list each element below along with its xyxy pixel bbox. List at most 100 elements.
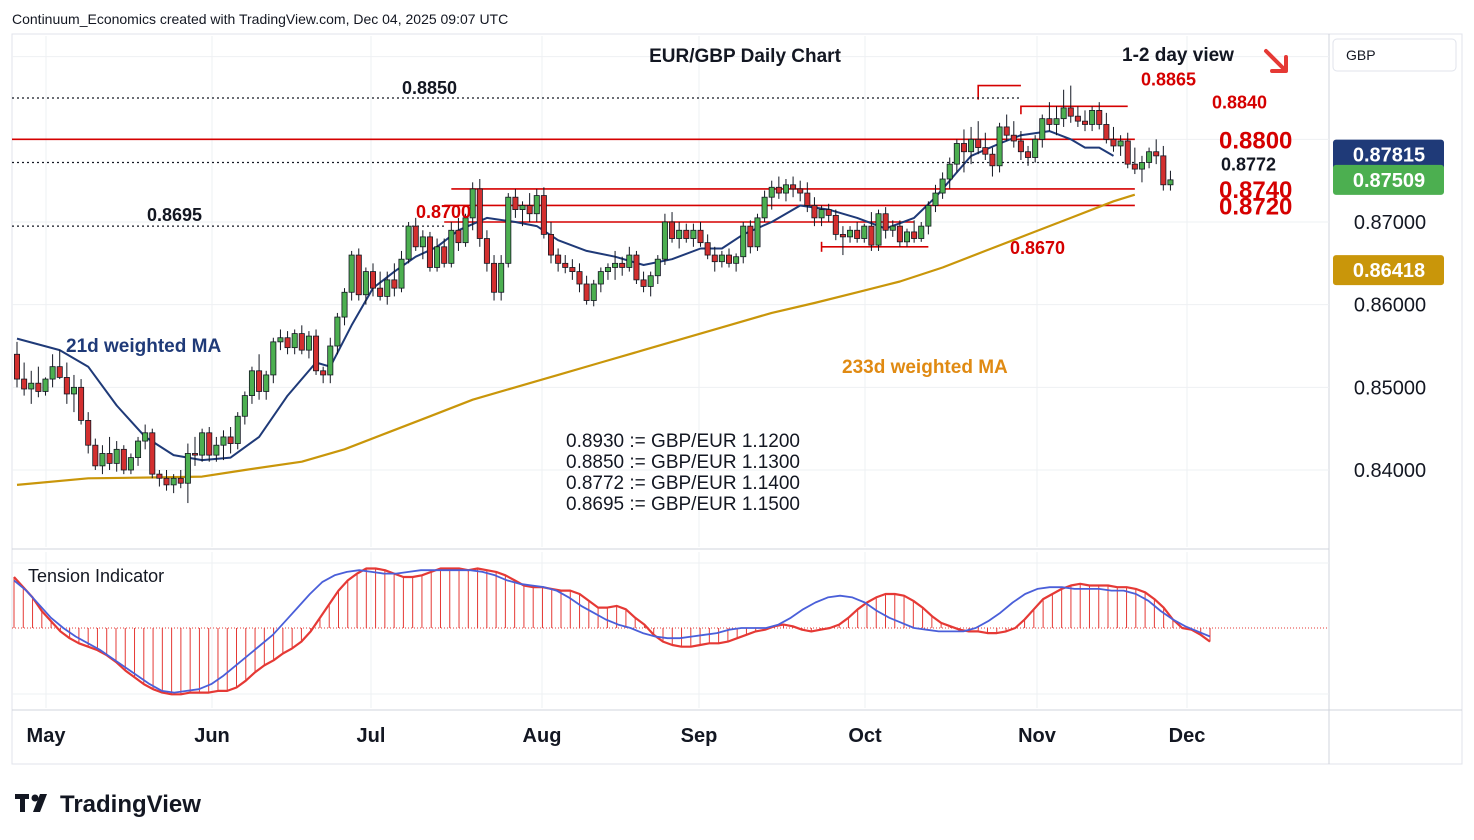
candle-body bbox=[120, 448, 127, 471]
candle-body bbox=[1017, 140, 1024, 153]
down-arrow-icon bbox=[1264, 49, 1288, 73]
candle-body bbox=[847, 229, 854, 238]
level-label: 0.8772 bbox=[1221, 154, 1276, 174]
candle-body bbox=[92, 444, 99, 467]
candle-body bbox=[412, 225, 419, 248]
candle-body bbox=[768, 186, 775, 198]
candle-body bbox=[704, 242, 711, 256]
candle-body bbox=[697, 229, 704, 244]
x-tick-label: May bbox=[27, 725, 67, 747]
x-tick-label: Sep bbox=[681, 725, 718, 747]
candle-body bbox=[818, 209, 825, 219]
price-badge-label: 0.87509 bbox=[1353, 170, 1425, 192]
price-badge-label: 0.86418 bbox=[1353, 260, 1425, 282]
level-label: 0.8865 bbox=[1141, 70, 1196, 90]
x-tick-label: Dec bbox=[1169, 725, 1206, 747]
candle-body bbox=[355, 254, 362, 296]
tradingview-logo[interactable]: TradingView bbox=[15, 791, 201, 818]
level-label: 0.8740 bbox=[1219, 177, 1292, 204]
candle-body bbox=[718, 254, 725, 263]
candle-body bbox=[313, 335, 320, 372]
x-tick-label: Nov bbox=[1018, 725, 1057, 747]
annotation-line: 0.8930 := GBP/EUR 1.1200 bbox=[566, 431, 800, 452]
candle-body bbox=[13, 353, 20, 380]
candle-body bbox=[1074, 115, 1081, 122]
x-tick-label: Aug bbox=[523, 725, 562, 747]
candle-body bbox=[911, 231, 918, 239]
view-label: 1-2 day view bbox=[1122, 45, 1234, 66]
candle-body bbox=[597, 271, 604, 285]
ma21-label: 21d weighted MA bbox=[66, 336, 221, 357]
x-tick-label: Jun bbox=[194, 725, 230, 747]
candle-body bbox=[640, 279, 647, 287]
level-label: 0.8720 bbox=[1219, 193, 1292, 220]
candle-body bbox=[1167, 179, 1174, 186]
tradingview-logo-text: TradingView bbox=[60, 791, 201, 818]
candle-body bbox=[619, 262, 626, 268]
candle-body bbox=[28, 382, 35, 390]
candle-body bbox=[256, 370, 263, 392]
resistance-bracket bbox=[977, 84, 1021, 100]
candle-body bbox=[555, 254, 562, 264]
candle-body bbox=[1117, 140, 1124, 147]
labels-layer: 0.88650.88500.88400.88000.87720.87400.87… bbox=[147, 70, 1292, 258]
level-label: 0.8695 bbox=[147, 205, 202, 225]
candle-body bbox=[42, 378, 49, 392]
candle-body bbox=[234, 415, 241, 444]
candle-body bbox=[811, 205, 818, 219]
candle-body bbox=[1160, 155, 1167, 186]
annotation-line: 0.8772 := GBP/EUR 1.1400 bbox=[566, 473, 800, 494]
candle-body bbox=[1046, 118, 1053, 125]
candle-body bbox=[170, 477, 177, 486]
candle-body bbox=[733, 256, 740, 264]
tension-indicator-layer bbox=[12, 567, 1329, 696]
candle-body bbox=[740, 225, 747, 258]
levels-layer bbox=[12, 84, 1135, 252]
candle-body bbox=[405, 225, 412, 260]
x-tick-label: Jul bbox=[357, 725, 386, 747]
candle-body bbox=[889, 225, 896, 231]
tension-line bbox=[13, 567, 1211, 696]
candle-body bbox=[441, 246, 448, 264]
candle-body bbox=[78, 386, 85, 421]
chart-frame bbox=[11, 33, 1463, 765]
candle-body bbox=[654, 258, 661, 277]
candle-body bbox=[369, 271, 376, 289]
price-badge bbox=[1333, 255, 1444, 286]
candle-body bbox=[1153, 151, 1160, 157]
candle-body bbox=[391, 279, 398, 289]
ma233-label: 233d weighted MA bbox=[842, 357, 1008, 378]
candle-body bbox=[113, 448, 120, 464]
candle-body bbox=[868, 225, 875, 246]
candle-body bbox=[199, 432, 206, 456]
candle-body bbox=[775, 186, 782, 194]
candle-body bbox=[327, 345, 334, 376]
candle-body bbox=[790, 184, 797, 190]
candle-body bbox=[498, 262, 505, 293]
candle-body bbox=[1124, 140, 1131, 165]
candle-body bbox=[562, 262, 569, 268]
price-badge bbox=[1333, 164, 1444, 195]
candle-body bbox=[925, 205, 932, 227]
candle-body bbox=[982, 147, 989, 155]
candle-body bbox=[191, 453, 198, 456]
candle-body bbox=[127, 457, 134, 471]
candle-body bbox=[726, 254, 733, 264]
candle-body bbox=[483, 238, 490, 264]
currency-label: GBP bbox=[1346, 47, 1376, 63]
candle-body bbox=[63, 377, 70, 395]
candle-body bbox=[469, 188, 476, 219]
candle-body bbox=[70, 386, 77, 395]
candle-body bbox=[334, 316, 341, 347]
currency-box[interactable] bbox=[1332, 38, 1457, 72]
candle-body bbox=[21, 378, 28, 390]
candle-body bbox=[825, 209, 832, 216]
candle-body bbox=[896, 225, 903, 243]
candle-body bbox=[298, 333, 305, 351]
candle-body bbox=[419, 236, 426, 248]
main-grid bbox=[12, 36, 1329, 547]
y-tick-label: 0.86000 bbox=[1354, 295, 1426, 317]
candle-body bbox=[135, 440, 142, 459]
candle-body bbox=[1138, 162, 1145, 170]
